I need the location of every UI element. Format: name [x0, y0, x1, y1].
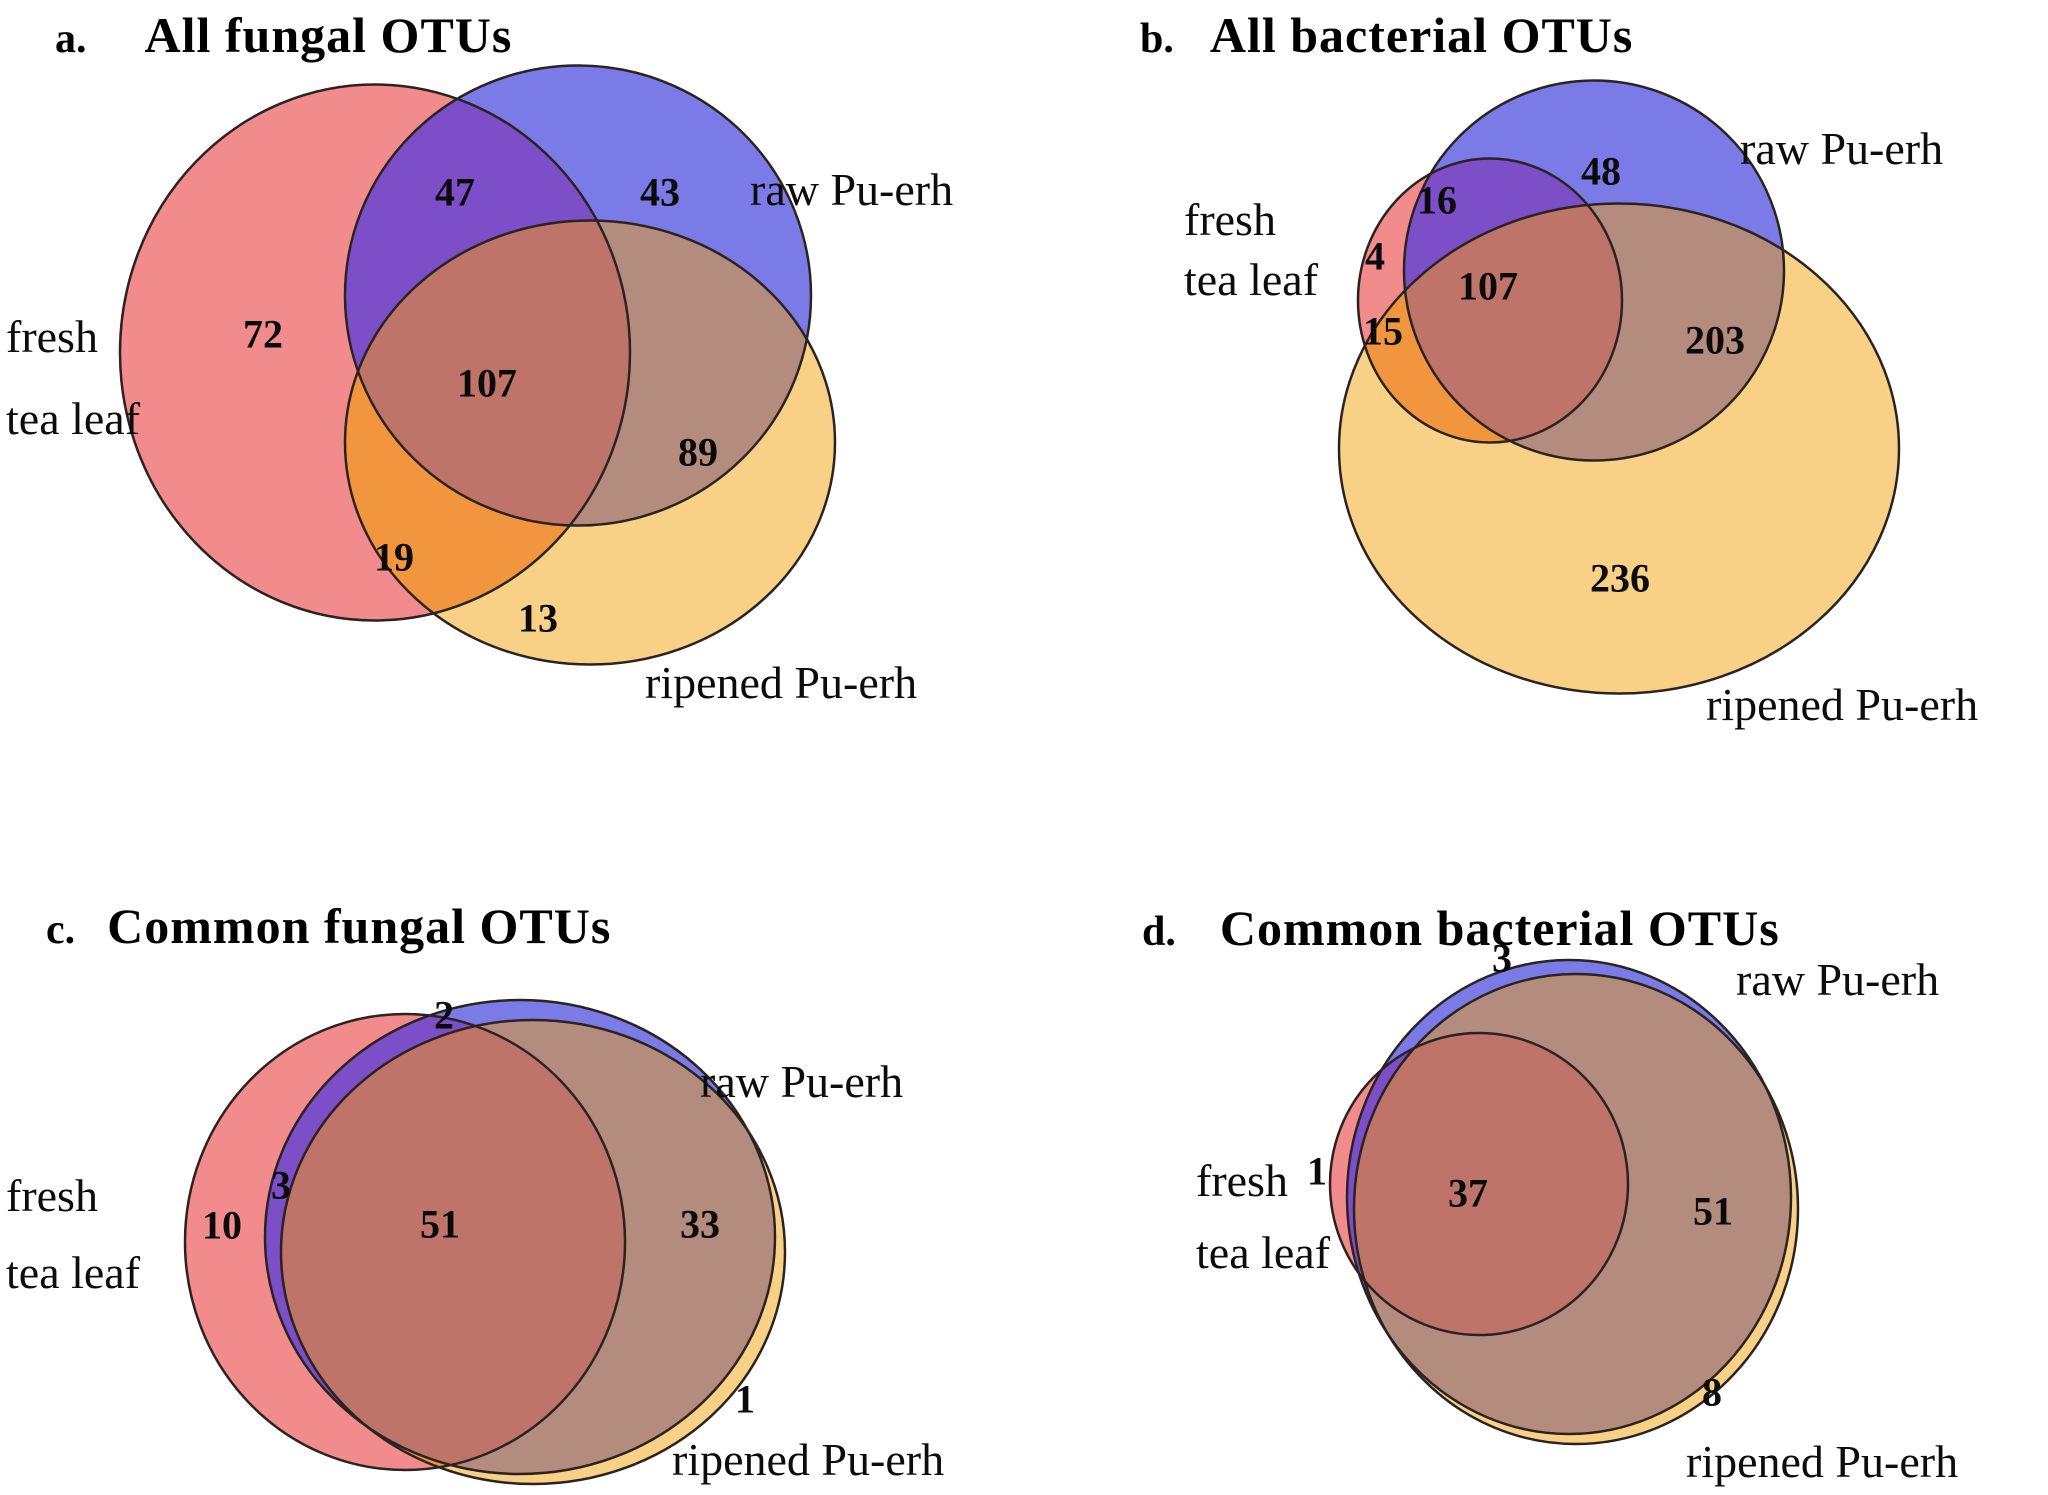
raw-circle-outline	[1402, 79, 1786, 462]
panel-all-bacterial-otus: b. All bacterial OTUs fresh tea leaf raw…	[1024, 0, 2048, 748]
set-label-fresh-tea-leaf: fresh tea leaf	[1184, 190, 1318, 310]
count-all-three: 107	[457, 360, 517, 406]
count-ripened-only: 8	[1702, 1369, 1722, 1415]
triple-overlap-region	[281, 1020, 625, 1470]
count-fresh-raw: 16	[1417, 177, 1457, 223]
count-raw-ripened: 33	[680, 1201, 720, 1247]
ripened-circle-outline	[1352, 972, 1800, 1446]
panel-common-bacterial-otus: d. Common bacterial OTUs fresh tea leaf …	[1024, 747, 2048, 1495]
set-label-ripened-puerh: ripened Pu-erh	[645, 657, 918, 708]
panel-title: a. All fungal OTUs	[55, 6, 512, 64]
count-ripened-only: 1	[735, 1376, 755, 1422]
raw-circle-outline	[343, 64, 813, 527]
panel-title-text: Common bacterial OTUs	[1219, 900, 1780, 956]
count-raw-only: 48	[1581, 148, 1621, 194]
set-label-raw-puerh: raw Pu-erh	[700, 1056, 904, 1107]
panel-title-text: All bacterial OTUs	[1209, 7, 1634, 63]
count-raw-ripened: 51	[1693, 1188, 1733, 1234]
fresh-circle-outline	[1356, 157, 1624, 444]
set-label-fresh-tea-leaf: fresh tea leaf	[1196, 1145, 1330, 1289]
count-fresh-raw: 47	[435, 169, 475, 215]
count-fresh-only: 4	[1365, 233, 1385, 279]
triple-overlap-region	[345, 220, 630, 526]
count-ripened-only: 236	[1590, 555, 1650, 601]
set-label-fresh-tea-leaf: fresh tea leaf	[6, 296, 140, 460]
panel-all-fungal-otus: a. All fungal OTUs fresh tea leaf raw Pu…	[0, 0, 1024, 748]
set-label-line: tea leaf	[6, 393, 141, 444]
triple-overlap-region	[1354, 1033, 1628, 1335]
panel-letter: d.	[1142, 909, 1176, 955]
ripened-circle-outline	[279, 1018, 787, 1486]
count-fresh-only: 72	[243, 311, 283, 357]
panel-letter: a.	[55, 16, 87, 62]
count-fresh-only: 1	[1307, 1148, 1327, 1194]
count-fresh-ripened: 15	[1363, 308, 1403, 354]
count-all-three: 37	[1448, 1170, 1488, 1216]
venn-diagram-all-fungal	[118, 64, 837, 666]
fresh-circle-outline	[183, 1012, 627, 1472]
set-label-ripened-puerh: ripened Pu-erh	[672, 1434, 945, 1485]
count-ripened-only: 13	[518, 595, 558, 641]
venn-diagram-common-fungal	[183, 998, 787, 1486]
count-all-three: 107	[1458, 263, 1518, 309]
set-label-ripened-puerh: ripened Pu-erh	[1706, 679, 1979, 730]
set-label-line: fresh	[6, 1170, 98, 1221]
count-raw-ripened: 203	[1685, 317, 1745, 363]
set-label-line: tea leaf	[1184, 254, 1319, 305]
count-all-three: 51	[420, 1201, 460, 1247]
set-label-raw-puerh: raw Pu-erh	[1740, 123, 1944, 174]
panel-common-fungal-otus: c. Common fungal OTUs fresh tea leaf raw…	[0, 747, 1024, 1495]
triple-overlap-region	[1404, 203, 1622, 443]
panel-title-text: Common fungal OTUs	[107, 898, 612, 954]
fresh-circle-outline	[1328, 1031, 1630, 1337]
set-label-raw-puerh: raw Pu-erh	[750, 164, 954, 215]
venn-diagram-all-bacterial	[1337, 79, 1901, 695]
count-raw-only: 43	[640, 169, 680, 215]
panel-letter: b.	[1140, 16, 1174, 62]
count-fresh-raw: 3	[271, 1162, 291, 1208]
set-label-line: tea leaf	[1196, 1227, 1331, 1278]
set-label-line: fresh	[1184, 194, 1276, 245]
fresh-circle-outline	[118, 83, 632, 622]
panel-title: b. All bacterial OTUs	[1140, 6, 1633, 64]
set-label-line: tea leaf	[6, 1247, 141, 1298]
set-label-fresh-tea-leaf: fresh tea leaf	[6, 1157, 140, 1311]
raw-circle-outline	[1345, 958, 1793, 1436]
count-raw-ripened: 89	[678, 429, 718, 475]
venn-diagram-common-bacterial	[1328, 958, 1800, 1446]
count-raw-only: 2	[434, 992, 454, 1038]
panel-letter: c.	[46, 907, 76, 953]
panel-title-text: All fungal OTUs	[144, 7, 513, 63]
set-label-raw-puerh: raw Pu-erh	[1736, 954, 1940, 1005]
set-label-line: fresh	[6, 311, 98, 362]
ripened-circle-outline	[1337, 202, 1901, 695]
count-fresh-ripened: 19	[374, 534, 414, 580]
raw-circle-outline	[263, 998, 777, 1476]
set-label-ripened-puerh: ripened Pu-erh	[1686, 1436, 1959, 1487]
set-label-line: fresh	[1196, 1155, 1288, 1206]
panel-title: d. Common bacterial OTUs	[1142, 899, 1780, 957]
ripened-circle-outline	[343, 219, 837, 666]
count-raw-only: 3	[1492, 935, 1512, 981]
panel-title: c. Common fungal OTUs	[46, 897, 611, 955]
count-fresh-only: 10	[202, 1202, 242, 1248]
